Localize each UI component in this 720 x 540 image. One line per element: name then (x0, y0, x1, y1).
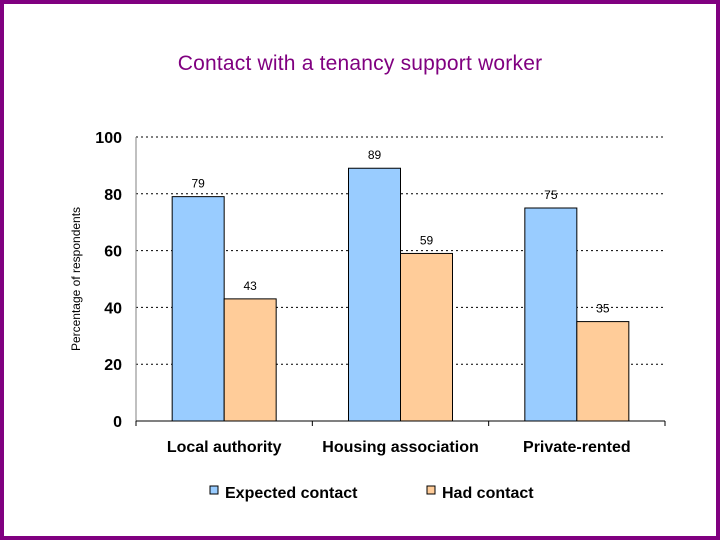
legend-label: Had contact (442, 485, 534, 502)
data-label: 79 (191, 177, 205, 191)
category-label: Housing association (322, 439, 478, 456)
y-tick-label: 40 (104, 300, 122, 317)
bar (223, 298, 277, 422)
chart-title: Contact with a tenancy support worker (177, 52, 543, 75)
bar (576, 321, 630, 422)
category-label: Private-rented (523, 439, 631, 456)
y-axis-title: Percentage of respondents (69, 207, 83, 351)
category-labels: Local authority Housing association Privat… (167, 439, 631, 456)
y-tick-labels: 0 20 40 60 80 100 (95, 130, 122, 431)
data-label: 89 (368, 148, 382, 162)
y-tick-label: 20 (104, 357, 122, 374)
legend-swatch (209, 485, 219, 495)
bar (400, 252, 453, 422)
data-label: 59 (420, 233, 434, 247)
bar (171, 196, 225, 422)
data-label: 43 (243, 279, 257, 293)
data-label: 75 (544, 188, 558, 202)
y-tick-label: 80 (104, 187, 122, 204)
bars (171, 167, 630, 422)
data-label: 35 (596, 302, 610, 316)
legend-swatch (426, 485, 436, 495)
category-label: Local authority (167, 439, 282, 456)
y-tick-label: 60 (104, 244, 122, 261)
legend: Expected contact Had contact (209, 485, 534, 502)
bar (348, 167, 401, 422)
y-tick-label: 100 (95, 130, 122, 147)
y-tick-label: 0 (113, 414, 122, 431)
data-labels: 79 43 89 59 75 35 (191, 148, 609, 315)
bar (524, 207, 578, 422)
legend-label: Expected contact (225, 485, 358, 502)
